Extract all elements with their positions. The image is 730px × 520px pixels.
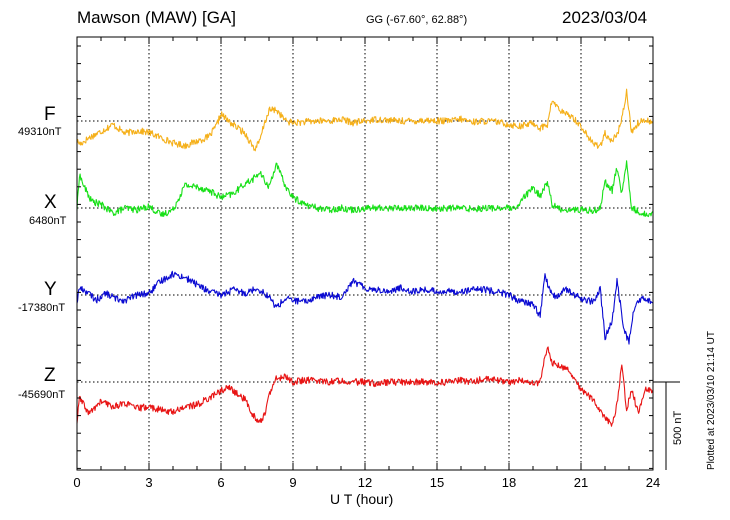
component-label-z: Z bbox=[44, 365, 56, 386]
component-label-x: X bbox=[44, 192, 57, 213]
x-tick-label: 15 bbox=[430, 475, 444, 490]
x-axis-title: U T (hour) bbox=[330, 491, 394, 507]
series-line-x bbox=[76, 160, 654, 218]
x-tick-label: 12 bbox=[358, 475, 372, 490]
series-line-z bbox=[76, 346, 654, 427]
baseline-label-y: -17380nT bbox=[18, 302, 66, 314]
series-line-f bbox=[76, 88, 653, 152]
x-tick-label: 0 bbox=[73, 475, 80, 490]
x-tick-label: 24 bbox=[646, 475, 660, 490]
baseline-label-f: 49310nT bbox=[18, 126, 62, 138]
date-label: 2023/03/04 bbox=[562, 8, 648, 27]
traces bbox=[76, 88, 654, 427]
x-tick-label: 3 bbox=[145, 475, 152, 490]
grid bbox=[77, 37, 653, 470]
series-line-y bbox=[76, 270, 654, 345]
component-label-y: Y bbox=[44, 279, 57, 300]
baseline-label-x: 6480nT bbox=[29, 215, 67, 227]
x-tick-label: 21 bbox=[574, 475, 588, 490]
ticks: 0 3 6 9 12 15 18 21 24 bbox=[73, 37, 660, 490]
station-title: Mawson (MAW) [GA] bbox=[77, 8, 236, 27]
geographic-coordinates: GG (-67.60°, 62.88°) bbox=[366, 14, 468, 26]
x-tick-label: 9 bbox=[289, 475, 296, 490]
scale-bar bbox=[653, 381, 680, 470]
x-tick-label: 18 bbox=[502, 475, 516, 490]
x-tick-label: 6 bbox=[217, 475, 224, 490]
component-label-f: F bbox=[44, 104, 56, 125]
baseline-label-z: -45690nT bbox=[18, 389, 66, 401]
